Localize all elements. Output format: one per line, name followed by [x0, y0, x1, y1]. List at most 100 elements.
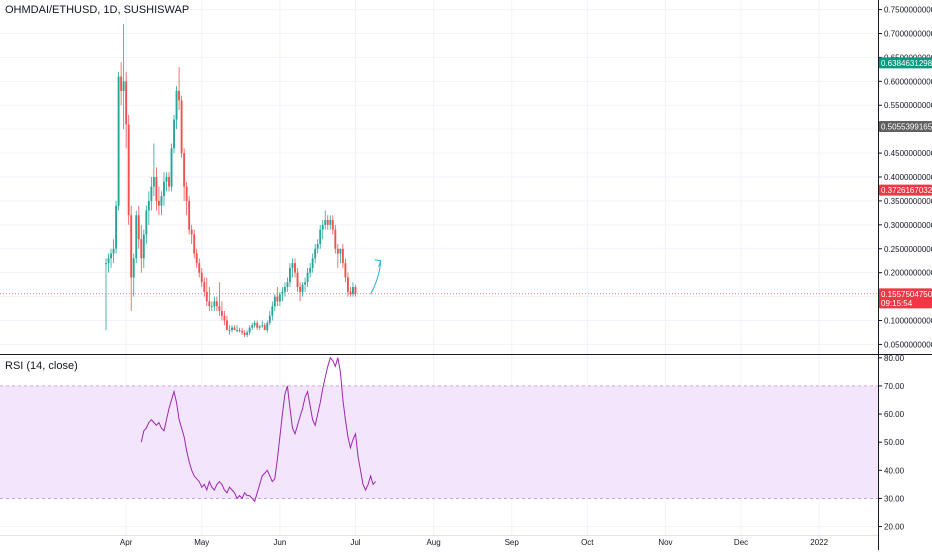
candle — [160, 191, 163, 216]
candle — [173, 114, 175, 154]
candle-body — [183, 153, 186, 187]
candle — [228, 325, 231, 335]
candle — [278, 291, 281, 307]
candle — [168, 172, 170, 192]
price-badge: 0.3726167032 — [879, 184, 932, 196]
candle — [236, 325, 238, 333]
candle — [210, 301, 213, 311]
candle — [188, 196, 191, 235]
candle-body — [276, 296, 279, 302]
candle — [289, 263, 291, 288]
candle — [185, 181, 188, 216]
candle-body — [173, 119, 175, 149]
candle — [238, 327, 241, 333]
candle — [183, 148, 186, 201]
candle-body — [236, 330, 238, 332]
price-tick-label: 0.0500000000 — [884, 340, 932, 349]
candle-body — [316, 243, 319, 249]
candle-body — [256, 322, 259, 328]
candle — [251, 322, 254, 331]
time-tick-label: May — [194, 538, 209, 547]
time-tick-label: Apr — [120, 538, 133, 547]
candle-body — [152, 177, 155, 187]
candle — [261, 320, 264, 328]
candle — [324, 210, 327, 230]
candle-body — [193, 234, 196, 254]
candle-body — [349, 291, 352, 295]
candle-body — [122, 81, 125, 91]
candle-body — [301, 284, 304, 292]
price-tick-label: 0.4500000000 — [884, 149, 932, 158]
candle — [205, 277, 208, 307]
candle — [178, 66, 181, 111]
candle-body — [309, 267, 312, 273]
candle — [319, 224, 322, 249]
candle — [163, 172, 165, 206]
candle-body — [105, 263, 107, 265]
price-tick-label: 0.4000000000 — [884, 173, 932, 182]
candle-body — [296, 272, 299, 288]
candle-body — [137, 215, 140, 240]
candle — [339, 248, 342, 264]
candle — [132, 253, 135, 297]
candle — [331, 215, 334, 235]
candle — [321, 220, 324, 240]
candle-body — [228, 330, 231, 332]
candle — [349, 287, 352, 297]
candle — [137, 205, 140, 249]
candle — [316, 239, 319, 254]
candle — [195, 248, 198, 268]
candle-body — [341, 248, 344, 264]
candle-body — [283, 287, 286, 292]
candle — [215, 296, 218, 311]
candle-body — [135, 215, 138, 259]
candle — [117, 71, 120, 211]
candle — [140, 224, 143, 273]
candle — [296, 267, 299, 292]
candle-body — [147, 200, 150, 211]
candle — [142, 229, 145, 268]
candle-body — [215, 301, 218, 307]
symbol-title: OHMDAI/ETHUSD, 1D, SUSHISWAP — [5, 4, 190, 16]
candle-body — [271, 306, 274, 316]
candle-body — [107, 258, 110, 264]
candle-body — [261, 325, 264, 327]
candle-body — [178, 90, 181, 101]
candle-body — [200, 272, 203, 283]
candle-body — [344, 263, 347, 278]
candle — [165, 172, 168, 192]
candle — [175, 86, 178, 130]
projection-arrowhead — [374, 259, 382, 267]
candle — [135, 210, 138, 264]
time-tick-label: Aug — [426, 538, 440, 547]
candle — [281, 287, 284, 302]
candle-body — [246, 332, 249, 335]
candle — [256, 320, 259, 331]
time-tick-label: Jul — [350, 538, 360, 547]
candle — [263, 322, 266, 331]
price-badge-bg — [879, 184, 932, 196]
candle-body — [324, 220, 327, 225]
price-badge-bg — [879, 121, 932, 133]
candle-body — [218, 306, 221, 311]
candle — [190, 224, 193, 244]
projection-arrow — [370, 260, 382, 295]
candle — [329, 215, 332, 230]
candle — [314, 243, 317, 264]
candle — [213, 296, 216, 311]
candle-body — [329, 220, 332, 225]
candle-body — [165, 177, 168, 182]
candle — [268, 310, 271, 326]
candle-body — [286, 282, 289, 288]
candle-body — [160, 196, 163, 206]
candle-body — [321, 224, 324, 230]
candle — [107, 253, 110, 273]
rsi-line-layer — [140, 356, 376, 503]
candle — [273, 294, 276, 311]
candle — [248, 325, 251, 335]
candle-body — [140, 239, 143, 259]
candle-body — [273, 296, 276, 307]
candle-body — [150, 186, 153, 201]
price-badge-countdown: 09:15:54 — [881, 299, 913, 308]
